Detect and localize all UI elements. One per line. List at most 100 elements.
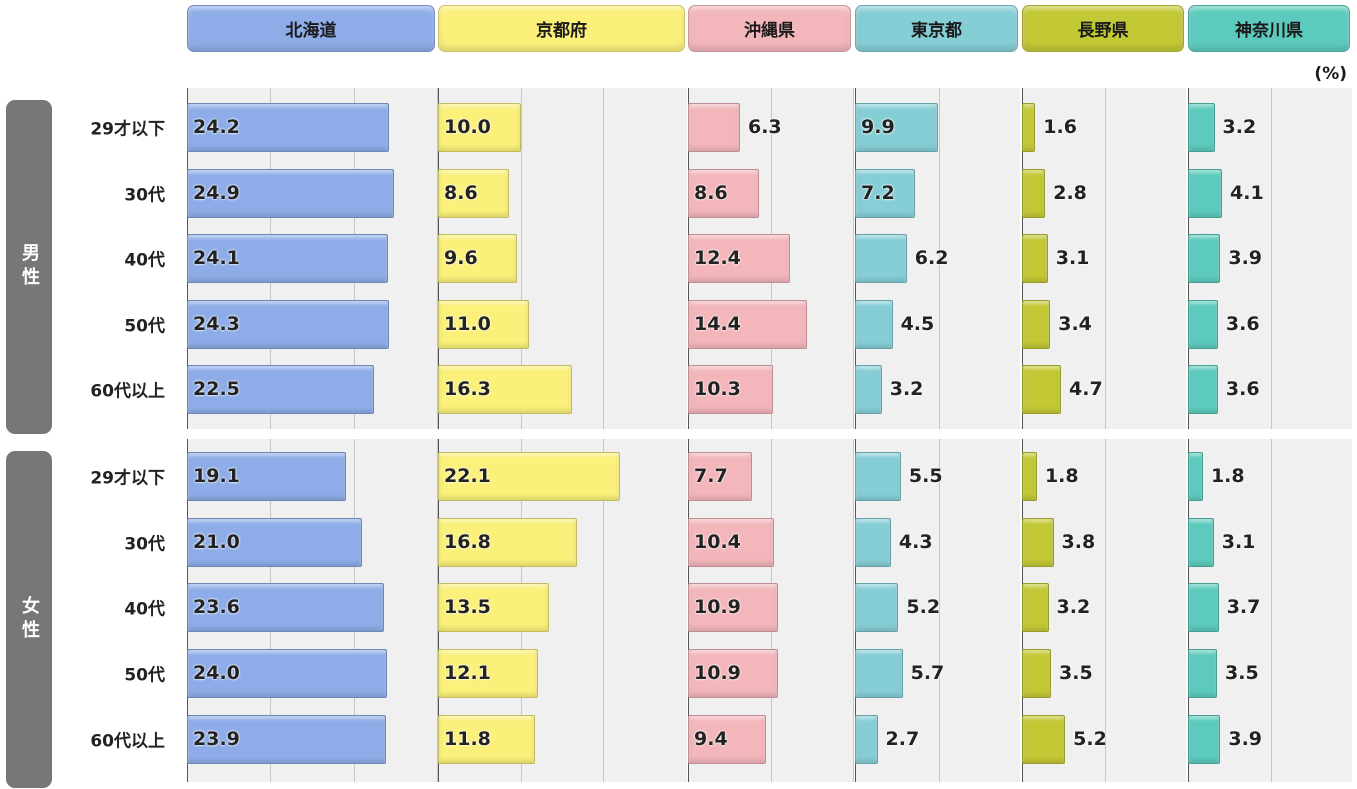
data-label: 2.7: [885, 728, 920, 750]
data-label: 5.2: [906, 596, 941, 618]
bar: [1188, 233, 1221, 283]
bar: [438, 648, 538, 698]
data-label: 6.2: [914, 247, 949, 269]
data-label: 5.7: [910, 662, 945, 684]
bar: [1188, 364, 1218, 414]
data-label: 7.7: [694, 465, 728, 487]
data-label: 3.2: [1056, 596, 1091, 618]
data-label: 9.4: [694, 728, 728, 750]
data-label: 24.9: [193, 182, 240, 204]
data-label: 12.1: [444, 662, 491, 684]
bar: [1022, 168, 1046, 218]
bar: [688, 233, 791, 283]
data-label: 2.8: [1053, 182, 1087, 204]
bar: [855, 714, 878, 764]
bar: [438, 364, 573, 414]
data-label: 6.3: [747, 116, 782, 138]
bar: [1188, 451, 1203, 501]
data-label: 11.8: [444, 728, 491, 750]
data-label: 3.5: [1059, 662, 1093, 684]
data-label: 3.4: [1058, 313, 1092, 335]
bar: [187, 648, 387, 698]
data-label: 12.4: [694, 247, 741, 269]
series-header-5: 長野県: [1022, 5, 1184, 52]
bar: [1188, 648, 1218, 698]
data-label: 10.4: [694, 531, 741, 553]
bar: [1188, 299, 1218, 349]
data-label: 3.9: [1228, 728, 1263, 750]
bar: [438, 451, 621, 501]
bar: [1022, 102, 1036, 152]
data-label: 14.4: [694, 313, 741, 335]
bar: [187, 714, 387, 764]
bar: [1188, 714, 1221, 764]
bar: [688, 299, 807, 349]
bar: [438, 517, 577, 567]
data-label: 3.6: [1225, 378, 1260, 400]
bar: [855, 299, 893, 349]
series-header-6: 神奈川県: [1188, 5, 1350, 52]
data-label: 24.0: [193, 662, 240, 684]
bar: [855, 364, 882, 414]
data-label: 11.0: [444, 313, 491, 335]
bar: [855, 517, 891, 567]
series-header-3: 沖縄県: [688, 5, 851, 52]
data-label: 4.5: [900, 313, 935, 335]
data-label: 3.9: [1228, 247, 1263, 269]
data-label: 4.7: [1069, 378, 1103, 400]
bar: [1022, 517, 1054, 567]
bar: [187, 517, 362, 567]
data-label: 8.6: [694, 182, 728, 204]
data-label: 10.3: [694, 378, 741, 400]
data-label: 3.1: [1221, 531, 1256, 553]
category-label: 40代: [124, 250, 165, 271]
bar: [855, 168, 916, 218]
bar: [1022, 451, 1037, 501]
data-label: 5.2: [1073, 728, 1107, 750]
bar: [1022, 233, 1048, 283]
series-header-2: 京都府: [438, 5, 685, 52]
data-label: 4.1: [1230, 182, 1264, 204]
data-label: 3.5: [1225, 662, 1259, 684]
category-label: 50代: [124, 665, 165, 686]
bar: [187, 168, 395, 218]
data-label: 3.7: [1226, 596, 1261, 618]
data-label: 16.8: [444, 531, 491, 553]
unit-label: (%): [1314, 64, 1347, 84]
bar: [688, 714, 766, 764]
category-label: 60代以上: [90, 731, 165, 752]
bar: [1188, 102, 1215, 152]
bar: [688, 517, 774, 567]
bar: [187, 299, 390, 349]
data-label: 22.1: [444, 465, 491, 487]
data-label: 10.9: [694, 662, 741, 684]
bar: [438, 102, 521, 152]
bar: [187, 233, 388, 283]
category-label: 60代以上: [90, 381, 165, 402]
data-label: 3.2: [1222, 116, 1257, 138]
bar: [688, 168, 759, 218]
data-label: 8.6: [444, 182, 478, 204]
category-label: 29才以下: [90, 119, 165, 140]
data-label: 16.3: [444, 378, 491, 400]
bar: [1188, 517, 1214, 567]
data-label: 3.6: [1225, 313, 1260, 335]
bar: [855, 582, 899, 632]
bar: [187, 102, 389, 152]
data-label: 3.8: [1061, 531, 1096, 553]
bar: [438, 714, 536, 764]
data-label: 24.1: [193, 247, 240, 269]
data-label: 24.2: [193, 116, 240, 138]
bar: [688, 451, 752, 501]
data-label: 7.2: [861, 182, 895, 204]
data-label: 3.1: [1055, 247, 1090, 269]
bar: [438, 299, 529, 349]
bar: [438, 168, 509, 218]
data-label: 1.8: [1210, 465, 1245, 487]
category-label: 40代: [124, 599, 165, 620]
data-label: 1.8: [1044, 465, 1079, 487]
data-label: 21.0: [193, 531, 240, 553]
data-label: 10.9: [694, 596, 741, 618]
bar: [187, 451, 347, 501]
